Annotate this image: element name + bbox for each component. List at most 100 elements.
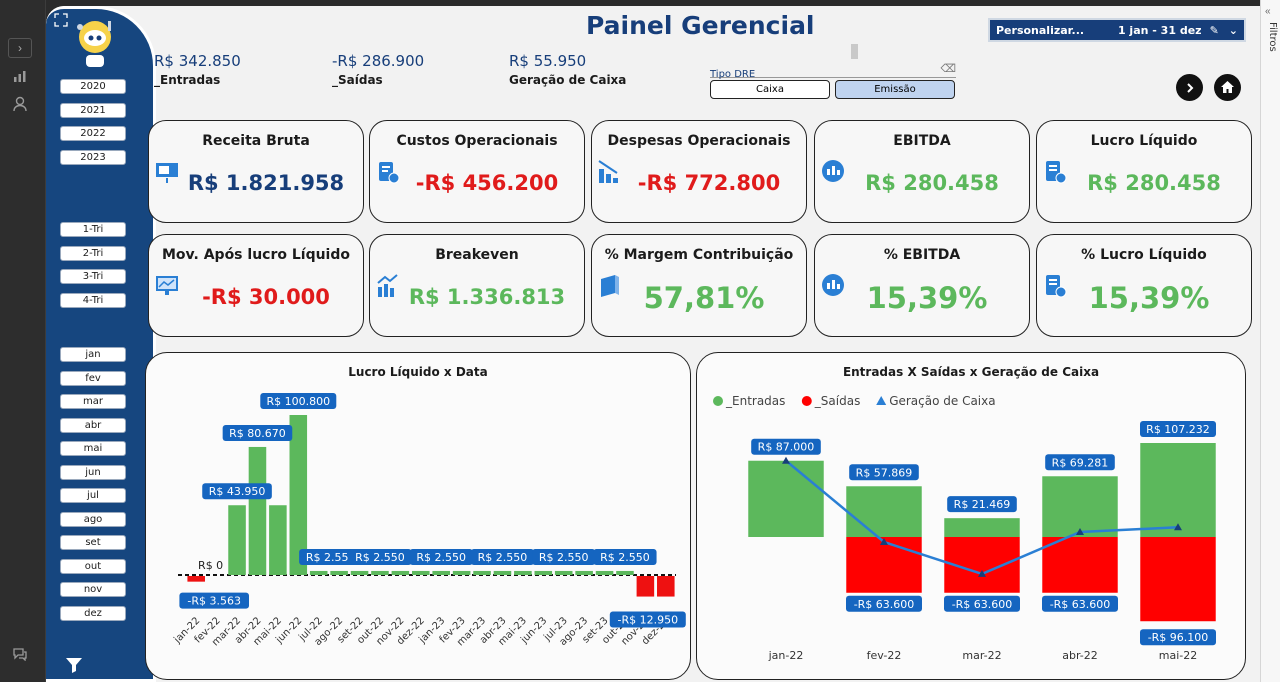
book-icon xyxy=(601,275,619,297)
entradas-data-label: R$ 57.869 xyxy=(856,466,913,479)
monitor-chart-icon xyxy=(156,276,178,295)
kpi-card-ebitda: % EBITDA 15,39% xyxy=(814,234,1030,337)
kpi-value: 15,39% xyxy=(1088,281,1210,315)
month-slicer-dez[interactable]: dez xyxy=(60,605,126,621)
data-label: -R$ 3.563 xyxy=(187,595,241,608)
legend-label: _Entradas xyxy=(725,394,785,408)
data-label: R$ 0 xyxy=(198,559,223,572)
home-icon xyxy=(1221,81,1234,93)
month-slicer-ago[interactable]: ago xyxy=(60,511,126,527)
date-range-value: 1 jan - 31 dez xyxy=(1117,23,1202,37)
robot-logo xyxy=(72,17,118,71)
quarter-slicer-3-tri[interactable]: 3-Tri xyxy=(60,269,126,284)
bar-jan-22 xyxy=(187,576,205,582)
next-page-button[interactable] xyxy=(1176,74,1203,101)
bar-set-22 xyxy=(350,570,369,575)
data-label: R$ 80.670 xyxy=(229,427,286,440)
summary-entradas: R$ 342.850 _Entradas xyxy=(154,52,241,87)
bar-fev-23 xyxy=(452,570,471,575)
year-slicer-2021[interactable]: 2021 xyxy=(60,102,126,118)
geracao-caixa-point xyxy=(978,569,986,577)
entradas-data-label-bg xyxy=(751,438,821,455)
saidas-data-label: -R$ 96.100 xyxy=(1148,631,1209,644)
entradas-saidas-chart-panel: Entradas X Saídas x Geração de Caixa _En… xyxy=(696,352,1246,680)
kpi-card-receita-bruta: Receita Bruta R$ 1.821.958 xyxy=(148,120,364,223)
focus-mode-icon[interactable] xyxy=(54,13,68,27)
pencil-icon: ✎ xyxy=(1209,23,1219,37)
month-slicer-jul[interactable]: jul xyxy=(60,488,126,503)
kpi-value: R$ 1.336.813 xyxy=(408,285,566,309)
x-tick-label: fev-22 xyxy=(867,649,902,662)
month-slicer-jun[interactable]: jun xyxy=(60,464,126,480)
kpi-value: R$ 1.821.958 xyxy=(187,171,345,195)
year-slicer-2023[interactable]: 2023 xyxy=(60,149,126,165)
tipo-dre-option-caixa[interactable]: Caixa xyxy=(710,80,830,99)
bar-nov-23 xyxy=(636,576,655,597)
month-slicer-fev[interactable]: fev xyxy=(60,370,126,386)
scroll-thumb[interactable] xyxy=(851,44,858,59)
summary-geracao-caixa: R$ 55.950 Geração de Caixa xyxy=(509,52,627,87)
bar-abr-23 xyxy=(493,570,512,575)
kpi-value: 15,39% xyxy=(866,281,988,315)
tipo-dre-option-emissao[interactable]: Emissão xyxy=(835,80,955,99)
data-label: R$ 2.550 xyxy=(306,551,356,564)
filters-pane-collapsed[interactable]: « Filtros xyxy=(1260,0,1280,682)
entradas-data-label-bg xyxy=(947,496,1017,513)
kpi-value: -R$ 772.800 xyxy=(637,171,781,195)
lucro-liquido-chart: jan-22fev-22mar-22abr-22mai-22jun-22jul-… xyxy=(172,393,686,648)
bar-mai-23 xyxy=(514,570,532,575)
filter-funnel-icon[interactable] xyxy=(65,657,83,678)
tipo-dre-label: Tipo DRE xyxy=(710,69,756,80)
expand-filters-icon[interactable]: « xyxy=(1265,6,1271,17)
chat-chart-icon xyxy=(822,274,844,296)
month-slicer-out[interactable]: out xyxy=(60,558,126,574)
quarter-slicer-2-tri[interactable]: 2-Tri xyxy=(60,245,126,261)
entradas-data-label-bg xyxy=(1045,454,1115,471)
month-slicer-jan[interactable]: jan xyxy=(60,347,126,362)
eraser-icon[interactable]: ⌫ xyxy=(940,63,956,75)
data-label: R$ 100.800 xyxy=(266,395,330,408)
kpi-title: Despesas Operacionais xyxy=(607,133,791,149)
page-title: Painel Gerencial xyxy=(586,11,815,40)
year-slicer-2020[interactable]: 2020 xyxy=(60,79,126,94)
data-label: R$ 2.550 xyxy=(355,551,405,564)
quarter-slicer-1-tri[interactable]: 1-Tri xyxy=(60,222,126,237)
kpi-card-breakeven: Breakeven R$ 1.336.813 xyxy=(369,234,585,337)
saidas-data-label-bg xyxy=(846,595,922,612)
entradas-data-label-bg xyxy=(849,464,919,481)
arrow-right-icon xyxy=(1186,82,1193,93)
kpi-title: Breakeven xyxy=(435,247,519,263)
entradas-saidas-chart: _Entradas _Saídas Geração de Caixa R$ 87.00… xyxy=(713,394,1216,662)
expand-chevron-icon[interactable]: › xyxy=(8,38,32,58)
kpi-card-mov-ap-s-lucro-l-quido: Mov. Após lucro Líquido -R$ 30.000 xyxy=(148,234,364,337)
report-money-icon xyxy=(1046,161,1067,184)
tipo-dre-slicer-header: Tipo DRE ⌫ xyxy=(710,63,956,80)
personalize-date-dropdown[interactable]: Personalizar... 1 jan - 31 dez ✎ ⌄ xyxy=(988,18,1246,42)
month-slicer-nov[interactable]: nov xyxy=(60,582,126,597)
data-label-bg xyxy=(609,611,686,628)
kpi-value: R$ 280.458 xyxy=(1087,171,1221,195)
kpi-title: % Lucro Líquido xyxy=(1081,247,1207,263)
chat-icon[interactable] xyxy=(8,644,32,664)
personalize-label: Personalizar... xyxy=(996,23,1085,37)
bar-ago-22 xyxy=(330,570,348,575)
legend-marker-triangle xyxy=(876,396,887,405)
user-icon[interactable] xyxy=(8,94,32,114)
legend-label: Geração de Caixa xyxy=(889,394,995,408)
month-slicer-abr[interactable]: abr xyxy=(60,417,126,433)
home-button[interactable] xyxy=(1214,74,1241,101)
kpi-value: R$ 280.458 xyxy=(865,171,999,195)
kpi-card-custos-operacionais: Custos Operacionais -R$ 456.200 xyxy=(369,120,585,223)
month-slicer-mai[interactable]: mai xyxy=(60,441,126,456)
saidas-data-label: -R$ 63.600 xyxy=(854,598,915,611)
saidas-data-label: -R$ 63.600 xyxy=(952,598,1013,611)
month-slicer-mar[interactable]: mar xyxy=(60,394,126,409)
year-slicer-2022[interactable]: 2022 xyxy=(60,126,126,141)
bar-chart-icon[interactable] xyxy=(8,66,32,86)
chart-title: Entradas X Saídas x Geração de Caixa xyxy=(842,365,1100,379)
kpi-value: -R$ 456.200 xyxy=(415,171,559,195)
month-slicer-set[interactable]: set xyxy=(60,535,126,550)
quarter-slicer-4-tri[interactable]: 4-Tri xyxy=(60,292,126,308)
bar-out-23 xyxy=(616,570,634,575)
saidas-data-label-bg xyxy=(1140,629,1216,646)
